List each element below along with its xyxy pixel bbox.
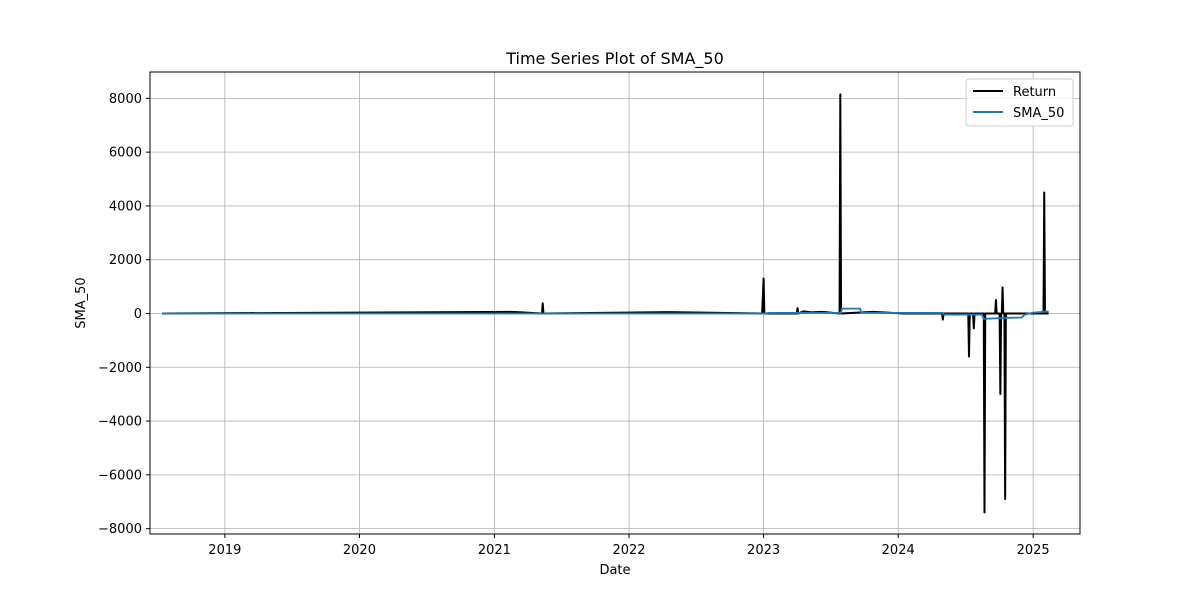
x-axis-ticks: 2019 2020 2021 2022 2023 2024 2025 [208, 534, 1050, 558]
y-tick-label: −8000 [98, 522, 142, 537]
x-tick-label: 2021 [478, 543, 511, 558]
grid [150, 72, 1080, 534]
plot-area-frame [149, 71, 1081, 535]
series-line-sma-50 [162, 307, 1049, 320]
x-tick-label: 2024 [882, 543, 915, 558]
x-tick-label: 2020 [343, 543, 376, 558]
legend: Return SMA_50 [965, 78, 1074, 127]
y-axis-ticks: −8000 −6000 −4000 −2000 0 2000 4000 6000 8000 [98, 92, 150, 537]
y-tick-label: 8000 [109, 92, 142, 107]
y-tick-label: 2000 [109, 253, 142, 268]
chart-title: Time Series Plot of SMA_50 [505, 49, 724, 69]
y-tick-label: −2000 [98, 361, 142, 376]
plot-series [162, 93, 1049, 514]
x-tick-label: 2019 [208, 543, 241, 558]
x-tick-label: 2025 [1017, 543, 1050, 558]
x-axis-label: Date [599, 563, 630, 578]
y-tick-label: 4000 [109, 199, 142, 214]
x-tick-label: 2023 [747, 543, 780, 558]
y-tick-label: −4000 [98, 415, 142, 430]
legend-label-return: Return [1013, 85, 1056, 100]
y-axis-label: SMA_50 [74, 277, 89, 328]
y-tick-label: 0 [134, 307, 142, 322]
x-tick-label: 2022 [612, 543, 645, 558]
y-tick-label: −6000 [98, 468, 142, 483]
y-tick-label: 6000 [109, 146, 142, 161]
legend-label-sma-50: SMA_50 [1013, 106, 1064, 121]
